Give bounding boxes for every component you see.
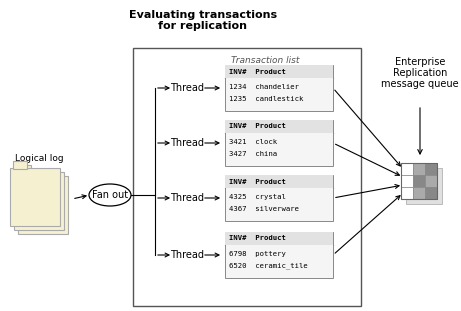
Bar: [14, 172, 64, 230]
FancyBboxPatch shape: [21, 169, 35, 177]
Text: 6520  ceramic_tile: 6520 ceramic_tile: [229, 263, 308, 269]
Text: 1235  candlestick: 1235 candlestick: [229, 96, 303, 102]
Bar: [413, 163, 425, 175]
Text: INV#  Product: INV# Product: [229, 68, 286, 75]
Bar: [401, 187, 413, 199]
Bar: [225, 65, 333, 78]
Text: Transaction list: Transaction list: [231, 56, 300, 65]
Bar: [133, 48, 361, 306]
Bar: [406, 168, 442, 204]
Text: Thread: Thread: [170, 193, 204, 203]
Bar: [225, 120, 333, 166]
Bar: [413, 187, 425, 199]
Bar: [225, 65, 333, 111]
Bar: [225, 120, 333, 133]
Bar: [425, 163, 437, 175]
Bar: [401, 163, 437, 199]
Text: Thread: Thread: [170, 83, 204, 93]
Text: Thread: Thread: [170, 250, 204, 260]
Ellipse shape: [89, 184, 131, 206]
Text: Evaluating transactions: Evaluating transactions: [129, 10, 277, 20]
Text: INV#  Product: INV# Product: [229, 123, 286, 129]
Text: 6798  pottery: 6798 pottery: [229, 251, 286, 257]
Text: 3421  clock: 3421 clock: [229, 139, 277, 145]
Text: 3427  china: 3427 china: [229, 151, 277, 157]
Bar: [225, 232, 333, 278]
Bar: [225, 232, 333, 245]
Bar: [413, 175, 425, 187]
Text: INV#  Product: INV# Product: [229, 235, 286, 242]
Text: INV#  Product: INV# Product: [229, 179, 286, 184]
Text: Enterprise: Enterprise: [395, 57, 445, 67]
Bar: [10, 168, 60, 226]
Text: Replication: Replication: [393, 68, 447, 78]
Text: 1234  chandelier: 1234 chandelier: [229, 84, 299, 90]
FancyBboxPatch shape: [13, 161, 27, 169]
Text: Fan out: Fan out: [92, 190, 128, 200]
FancyBboxPatch shape: [17, 165, 31, 173]
Bar: [18, 176, 68, 234]
Text: 4367  silverware: 4367 silverware: [229, 206, 299, 212]
Bar: [225, 175, 333, 188]
Text: 4325  crystal: 4325 crystal: [229, 194, 286, 200]
Bar: [425, 175, 437, 187]
Text: Logical log: Logical log: [15, 154, 63, 163]
Text: for replication: for replication: [158, 21, 248, 31]
Bar: [225, 175, 333, 221]
Text: Thread: Thread: [170, 138, 204, 148]
Bar: [401, 163, 413, 175]
Bar: [401, 175, 413, 187]
Bar: [425, 187, 437, 199]
Text: message queue: message queue: [381, 79, 459, 89]
